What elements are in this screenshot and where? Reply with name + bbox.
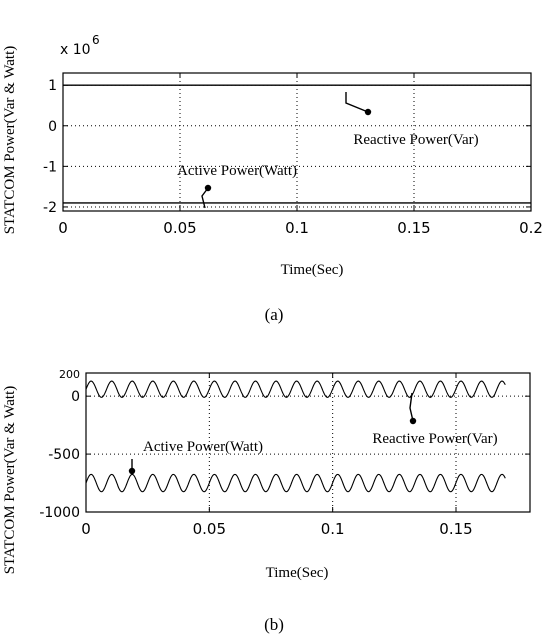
annotation-label: Active Power(Watt) [177,163,297,179]
series-line-reactive-power [85,380,506,398]
y-axis-label: STATCOM Power(Var & Watt) [2,386,18,575]
annotation-arrow [201,187,209,209]
y-exponent-power: 6 [92,33,100,47]
annotation-arrow [409,392,414,422]
x-tick-label: 0 [58,219,68,237]
y-tick-label: -1 [43,159,57,175]
chart-panel-a: 0 0.05 0.1 0.15 0.2 1 0 -1 -2 x 106 Reactive Power… [2,33,543,324]
annotation-arrow-head [364,108,372,116]
annotation-arrow-head [409,417,417,425]
x-tick-label: 0 [81,520,91,538]
y-tick-label: 1 [48,78,57,94]
x-axis-label: Time(Sec) [266,565,329,581]
x-tick-label: 0.1 [285,219,309,237]
panel-label: (b) [264,615,284,634]
y-tick-label: 0 [71,389,80,405]
panel-label: (a) [265,305,284,324]
x-axis-label: Time(Sec) [281,262,344,278]
y-tick-label: -2 [43,200,57,216]
x-tick-label: 0.1 [321,520,345,538]
annotation-arrow [345,92,369,113]
x-tick-label: 0.2 [519,219,543,237]
annotation-label: Reactive Power(Var) [372,431,497,447]
series-line-active-power [85,473,506,493]
y-tick-label: -1000 [39,505,80,521]
annotation-label: Active Power(Watt) [143,439,263,455]
y-tick-label: 0 [48,119,57,135]
y-axis-label: STATCOM Power(Var & Watt) [2,46,18,235]
y-exponent-label: x 10 [60,42,91,58]
plot-area-frame [85,372,531,513]
annotation-arrow-head [128,467,136,475]
chart-panel-b: 0 0.05 0.1 0.15 200 0 -500 -1000 Reactive Power(… [2,368,531,634]
x-tick-label: 0.05 [193,520,226,538]
x-tick-label: 0.15 [439,520,472,538]
annotation-label: Reactive Power(Var) [353,132,478,148]
x-tick-label: 0.05 [163,219,196,237]
y-tick-label: -500 [48,447,80,463]
x-tick-label: 0.15 [397,219,430,237]
y-tick-label: 200 [59,368,80,381]
annotation-arrow-head [204,184,212,192]
